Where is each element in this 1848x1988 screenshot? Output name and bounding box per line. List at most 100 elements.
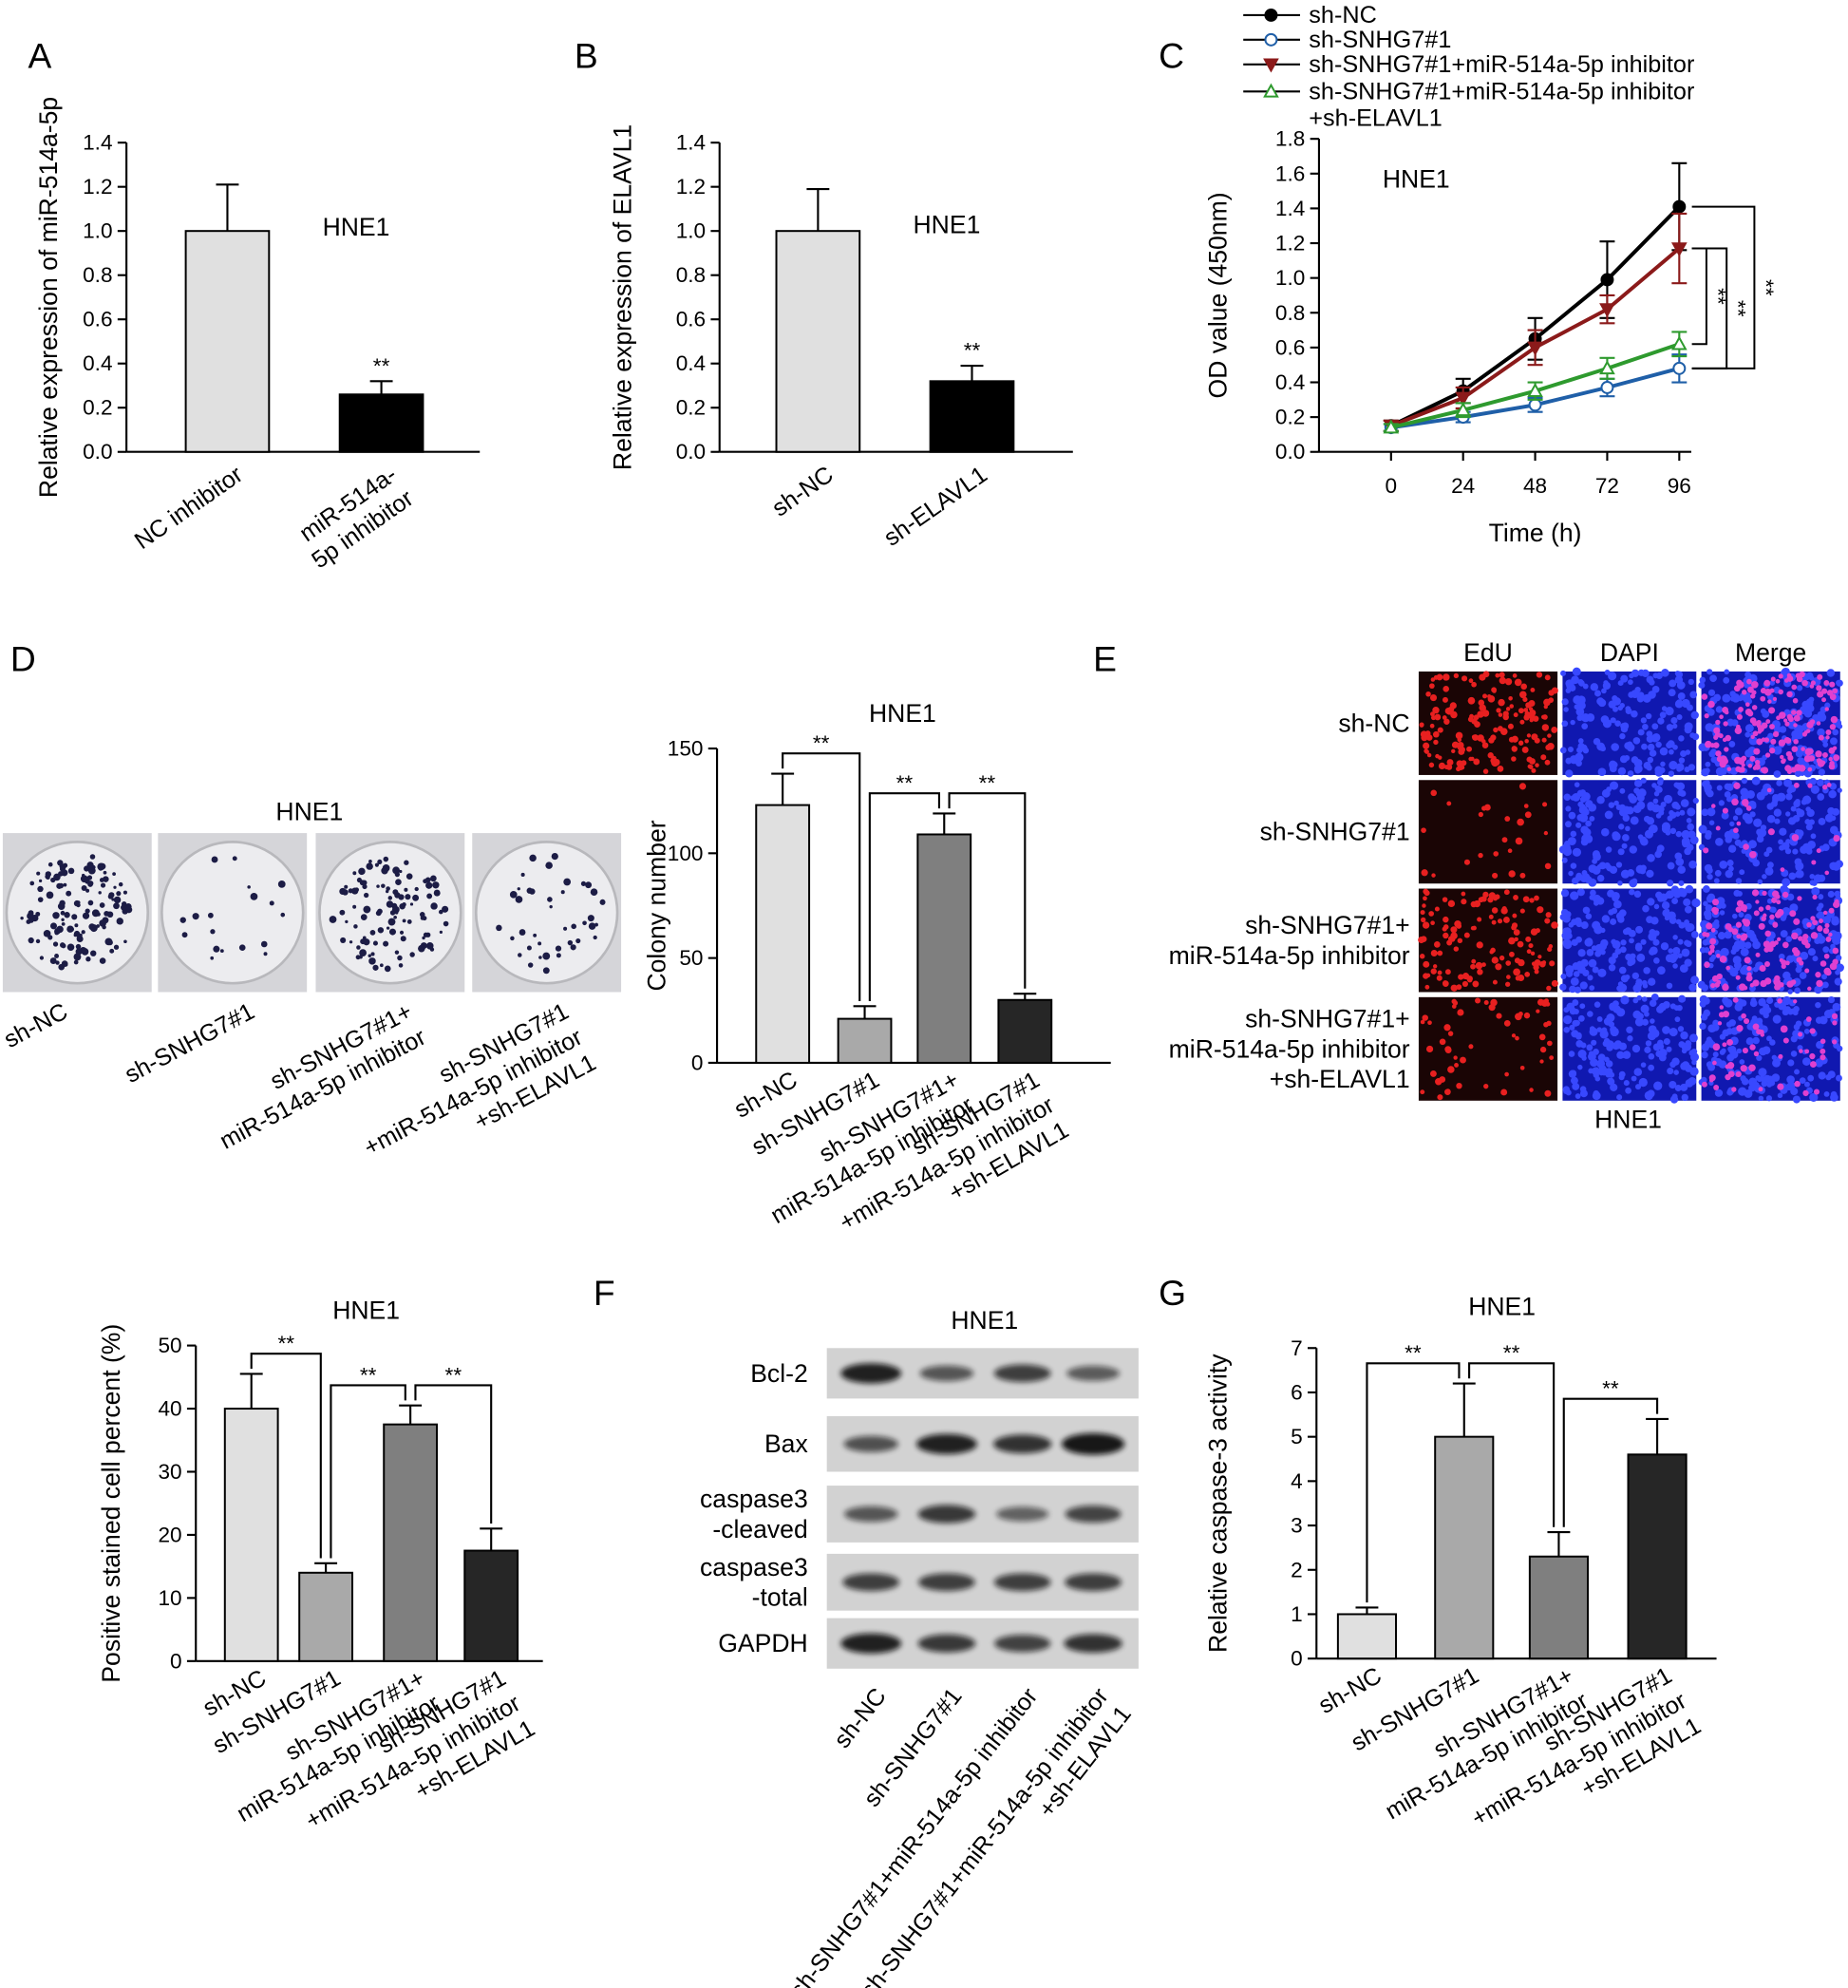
nucleus xyxy=(1804,819,1811,825)
edu-cell xyxy=(1529,717,1534,723)
edu-cell xyxy=(1523,708,1529,712)
nucleus xyxy=(1617,848,1625,856)
y-tick-label: 1.2 xyxy=(83,175,112,199)
nucleus xyxy=(1565,769,1574,778)
colony xyxy=(377,927,385,934)
edu-cell xyxy=(1785,737,1792,744)
nucleus xyxy=(1565,805,1572,812)
nucleus xyxy=(1572,847,1582,857)
edu-cell xyxy=(1468,756,1473,762)
edu-cell xyxy=(1450,926,1458,934)
edu-cell xyxy=(1528,700,1536,707)
edu-cell xyxy=(1487,897,1494,903)
edu-cell xyxy=(1517,818,1524,826)
y-tick-label: 0.0 xyxy=(1275,440,1305,464)
nucleus xyxy=(1629,879,1638,888)
nucleus xyxy=(1699,1022,1707,1031)
blot-band xyxy=(917,1634,976,1653)
nucleus xyxy=(1684,919,1689,925)
nucleus xyxy=(1797,757,1804,765)
nucleus xyxy=(1681,837,1690,846)
nucleus xyxy=(1828,789,1837,799)
nucleus xyxy=(1763,851,1770,858)
edu-cell xyxy=(1806,721,1814,729)
colony xyxy=(81,930,85,935)
colony xyxy=(400,936,406,942)
nucleus xyxy=(1635,978,1643,986)
edu-cell xyxy=(1783,678,1789,683)
nucleus xyxy=(1741,777,1748,785)
colony xyxy=(340,937,347,943)
y-tick-label: 0 xyxy=(1291,1647,1303,1671)
nucleus xyxy=(1636,994,1642,1001)
y-tick-label: 1.6 xyxy=(1275,161,1305,185)
nucleus xyxy=(1571,877,1579,885)
edu-cell xyxy=(1522,896,1530,903)
nucleus xyxy=(1755,1074,1761,1081)
nucleus xyxy=(1628,793,1635,801)
edu-cell xyxy=(1509,704,1515,709)
nucleus xyxy=(1681,1061,1690,1070)
legend-entry: sh-SNHG7#1+miR-514a-5p inhibitor+sh-ELAV… xyxy=(1243,78,1694,131)
edu-cell xyxy=(1793,782,1800,788)
edu-cell xyxy=(1456,923,1462,929)
colony xyxy=(443,920,449,927)
edu-cell xyxy=(1715,750,1722,757)
nucleus xyxy=(1584,937,1593,947)
colony xyxy=(87,866,96,875)
colony xyxy=(542,967,550,975)
edu-cell xyxy=(1794,1080,1801,1088)
nucleus xyxy=(1635,925,1644,934)
colony xyxy=(398,894,405,900)
nucleus xyxy=(1732,956,1742,965)
nucleus xyxy=(1705,761,1711,767)
edu-cell xyxy=(1828,907,1835,914)
y-tick-label: 1.4 xyxy=(676,131,706,155)
nucleus xyxy=(1631,1044,1641,1053)
edu-cell xyxy=(1504,1071,1509,1077)
nucleus xyxy=(1575,1032,1582,1039)
panel-letter: G xyxy=(1159,1273,1186,1313)
edu-cell xyxy=(1461,675,1468,682)
nucleus xyxy=(1816,779,1824,786)
nucleus xyxy=(1582,906,1591,915)
colony xyxy=(89,854,96,860)
colony xyxy=(54,928,61,935)
colony xyxy=(359,949,367,956)
edu-cell xyxy=(1763,913,1767,918)
nucleus xyxy=(1608,964,1616,972)
edu-cell xyxy=(1718,733,1724,739)
edu-cell xyxy=(1443,924,1449,930)
nucleus xyxy=(1809,1092,1819,1102)
significance-label: ** xyxy=(1706,288,1729,305)
edu-cell xyxy=(1828,763,1836,770)
nucleus xyxy=(1637,834,1644,840)
edu-cell xyxy=(1751,705,1758,710)
edu-cell xyxy=(1511,746,1518,752)
colony xyxy=(113,902,120,910)
edu-cell xyxy=(1423,960,1430,968)
edu-cell xyxy=(1752,730,1759,737)
nucleus xyxy=(1647,756,1654,764)
nucleus xyxy=(1662,1026,1670,1034)
edu-cell xyxy=(1420,1019,1425,1025)
nucleus xyxy=(1596,874,1605,882)
colony xyxy=(549,904,553,909)
edu-cell xyxy=(1489,949,1495,955)
marker xyxy=(1383,419,1400,434)
edu-cell xyxy=(1736,934,1742,939)
edu-cell xyxy=(1801,937,1809,946)
edu-cell xyxy=(1817,761,1823,767)
edu-cell xyxy=(1820,960,1827,967)
nucleus xyxy=(1596,897,1605,905)
y-tick-label: 2 xyxy=(1291,1558,1303,1581)
y-tick-label: 20 xyxy=(158,1523,181,1546)
colony xyxy=(111,898,115,901)
nucleus xyxy=(1655,891,1663,899)
nucleus xyxy=(1666,982,1673,990)
protein-label: caspase3 xyxy=(700,1485,808,1513)
blot-band xyxy=(840,1363,902,1384)
edu-cell xyxy=(1534,895,1539,901)
colony xyxy=(425,881,433,889)
nucleus xyxy=(1560,908,1569,917)
